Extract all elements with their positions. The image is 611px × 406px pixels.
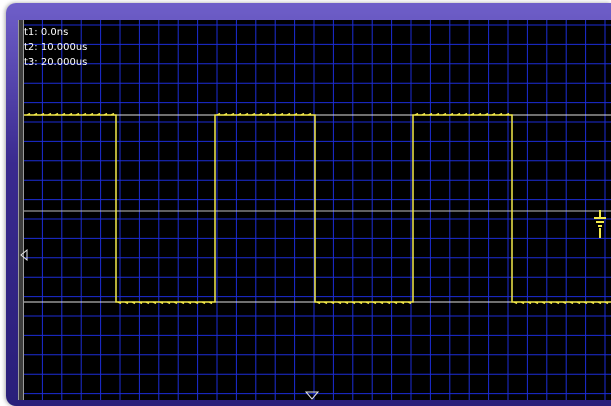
waveform-display[interactable] [18,20,611,400]
waveform-canvas [18,20,611,400]
trace-noise-segment [484,112,489,116]
trace-noise-segment [323,301,328,305]
trace-noise-segment [89,112,94,116]
trace-noise-segment [138,301,143,305]
trace-noise-segment [470,112,475,116]
trace-noise-segment [258,112,263,116]
trace-noise-segment [449,112,454,116]
trace-noise-segment [208,301,213,305]
trace-noise-segment [428,112,433,116]
trace-noise-segment [223,112,228,116]
cursor-t1-readout: t1: 0.0ns [24,27,69,38]
trace-noise-segment [597,301,602,305]
trace-noise-segment [330,301,335,305]
trace-noise-segment [534,301,539,305]
trace-noise-segment [344,301,349,305]
trace-noise-segment [33,112,38,116]
trace-noise-segment [166,301,171,305]
trace-noise-segment [400,301,405,305]
trace-noise-segment [194,301,199,305]
left-scrollbar[interactable] [18,20,24,400]
trace-noise-segment [491,112,496,116]
trace-noise-segment [576,301,581,305]
trace-noise-segment [124,301,129,305]
trace-noise-segment [590,301,595,305]
trace-noise-segment [187,301,192,305]
trace-noise-segment [293,112,298,116]
trace-noise-segment [351,301,356,305]
trace-noise-segment [337,301,342,305]
trace-noise-segment [379,301,384,305]
trace-noise-segment [513,301,518,305]
trace-noise-segment [520,301,525,305]
trace-noise-segment [173,301,178,305]
trace-noise-segment [435,112,440,116]
trace-noise-segment [463,112,468,116]
trace-noise-segment [75,112,80,116]
trace-noise-segment [103,112,108,116]
triangle-down-icon[interactable] [304,388,320,406]
trace-noise-segment [152,301,157,305]
trace-noise-segment [555,301,560,305]
trace-noise-segment [145,301,150,305]
trace-noise-segment [583,301,588,305]
trace-noise-segment [159,301,164,305]
cursor-t3-readout: t3: 20.000us [24,57,88,68]
trace-noise-segment [272,112,277,116]
trace-noise-segment [265,112,270,116]
trace-noise-segment [47,112,52,116]
trace-noise-segment [286,112,291,116]
trace-noise-segment [110,112,115,116]
triangle-left-icon[interactable] [20,248,28,266]
trace-noise-segment [307,112,312,116]
trace-noise-segment [82,112,87,116]
trace-noise-segment [407,301,412,305]
trace-noise-segment [527,301,532,305]
trace-noise-segment [604,301,609,305]
trace-noise-segment [541,301,546,305]
trace-noise-segment [40,112,45,116]
trace-noise-segment [358,301,363,305]
trace-noise-segment [393,301,398,305]
trace-noise-segment [365,301,370,305]
cursor-readouts: t1: 0.0ns t2: 10.000us t3: 20.000us [24,25,87,70]
trace-noise-segment [96,112,101,116]
trace-noise-segment [562,301,567,305]
trace-noise-segment [569,301,574,305]
trace-noise-segment [498,112,503,116]
trace-noise-segment [54,112,59,116]
trace-noise-segment [372,301,377,305]
trace-noise-segment [414,112,419,116]
trace-noise-segment [421,112,426,116]
trace-noise-segment [180,301,185,305]
trace-noise-segment [117,301,122,305]
trace-noise-segment [216,112,221,116]
cursor-t2-readout: t2: 10.000us [24,42,88,53]
square-wave-trace [18,114,611,303]
trace-noise-segment [237,112,242,116]
trace-noise-segment [68,112,73,116]
trace-noise-segment [316,301,321,305]
ground-icon [593,208,607,247]
trace-noise-segment [131,301,136,305]
trace-noise-segment [456,112,461,116]
trace-noise-segment [251,112,256,116]
trace-noise-segment [477,112,482,116]
trace-noise-segment [386,301,391,305]
trace-noise-segment [61,112,66,116]
trace-noise-segment [300,112,305,116]
trace-noise-segment [505,112,510,116]
trace-noise-segment [26,112,31,116]
trace-noise-segment [442,112,447,116]
trace-noise-segment [201,301,206,305]
trace-noise-segment [548,301,553,305]
trace-noise-segment [230,112,235,116]
trace-noise-segment [279,112,284,116]
trace-noise-segment [244,112,249,116]
